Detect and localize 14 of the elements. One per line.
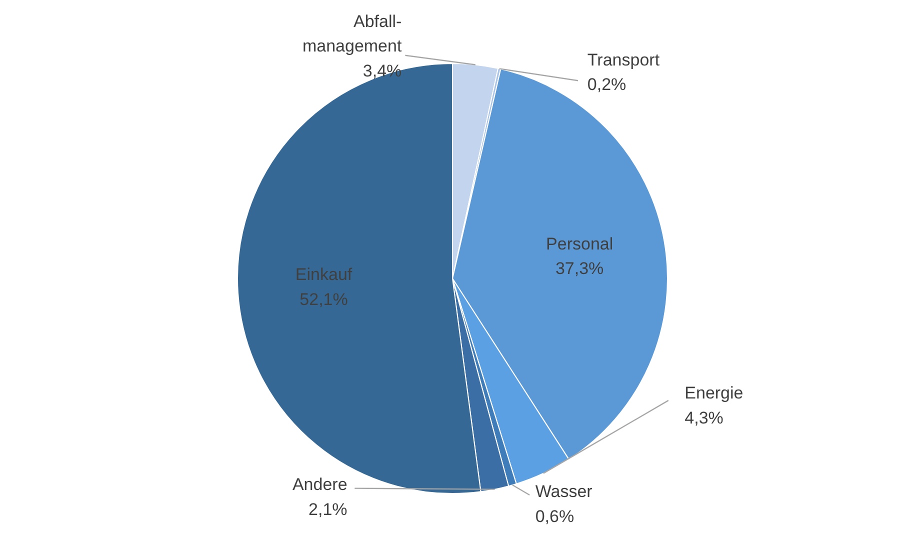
data-label: 0,2% [587, 75, 626, 94]
slice-label: Wasser [535, 482, 593, 502]
slice-label: Andere [292, 475, 348, 494]
data-label: 4,3% [684, 408, 724, 428]
slice-label: Transport [587, 50, 660, 70]
data-label: 2,1% [308, 500, 348, 519]
data-label: 0,6% [535, 506, 574, 526]
data-label: 3,4% [362, 61, 402, 80]
slice-label: Abfall- management [302, 12, 402, 56]
slice-label: Energie [684, 384, 744, 403]
slice-label: Personal [546, 234, 614, 254]
slice-label: Einkauf [295, 265, 352, 284]
data-label: 52,1% [300, 290, 348, 309]
data-label: 37,3% [555, 259, 604, 278]
